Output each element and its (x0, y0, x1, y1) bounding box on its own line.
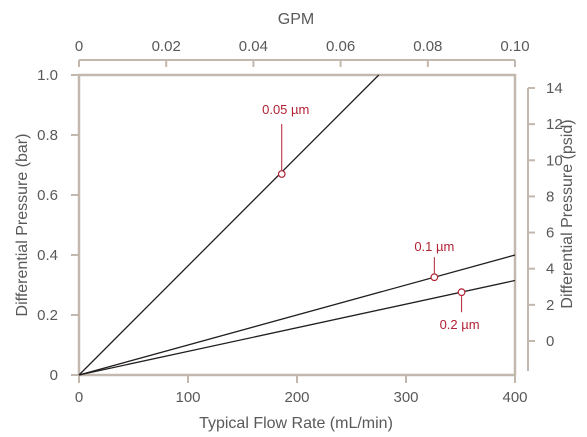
right-y-axis-title: Differential Pressure (psid) (559, 119, 576, 308)
series-marker (277, 170, 286, 178)
top-x-axis-title: GPM (278, 11, 314, 28)
series-layer: 0.05 µm 0.1 µm 0.2 µm (78, 74, 516, 376)
series-line (78, 74, 380, 376)
x-axis-title: Typical Flow Rate (mL/min) (199, 415, 393, 432)
y-axis-ticks: 0 0.2 0.4 0.6 0.8 1.0 (37, 67, 79, 384)
y-tick-label: 1.0 (37, 67, 58, 84)
series-marker (457, 288, 466, 297)
x-tick-label: 0 (75, 389, 83, 406)
series-line (78, 279, 516, 376)
series-marker (430, 273, 439, 282)
series-label: 0.05 µm (262, 102, 309, 117)
right-y-axis-ticks: 0 2 4 6 8 10 12 14 (528, 80, 563, 350)
top-x-tick-label: 0.06 (326, 38, 355, 55)
right-y-tick-label: 0 (546, 333, 554, 350)
top-x-tick-label: 0.08 (413, 38, 442, 55)
series-line (78, 254, 516, 376)
series-label: 0.2 µm (440, 317, 480, 332)
series-label: 0.1 µm (414, 239, 454, 254)
x-axis-ticks: 0 100 200 300 400 (75, 375, 528, 406)
top-x-axis-ticks: 0 0.02 0.04 0.06 0.08 0.10 (75, 38, 530, 67)
top-x-tick-label: 0.04 (239, 38, 268, 55)
top-x-tick-label: 0 (75, 38, 83, 55)
right-y-tick-label: 2 (546, 297, 554, 314)
top-x-tick-label: 0.02 (152, 38, 181, 55)
y-tick-label: 0.4 (37, 247, 58, 264)
right-y-tick-label: 12 (546, 116, 563, 133)
right-y-tick-label: 4 (546, 261, 554, 278)
right-y-tick-label: 10 (546, 152, 563, 169)
y-tick-label: 0.6 (37, 187, 58, 204)
x-tick-label: 300 (393, 389, 418, 406)
y-tick-label: 0.2 (37, 307, 58, 324)
right-y-tick-label: 6 (546, 225, 554, 242)
x-tick-label: 400 (502, 389, 527, 406)
y-tick-label: 0.8 (37, 127, 58, 144)
x-tick-label: 100 (175, 389, 200, 406)
top-x-tick-label: 0.10 (500, 38, 529, 55)
right-y-tick-label: 8 (546, 188, 554, 205)
right-y-tick-label: 14 (546, 80, 563, 97)
x-tick-label: 200 (284, 389, 309, 406)
y-tick-label: 0 (50, 367, 58, 384)
y-axis-title: Differential Pressure (bar) (14, 134, 31, 317)
